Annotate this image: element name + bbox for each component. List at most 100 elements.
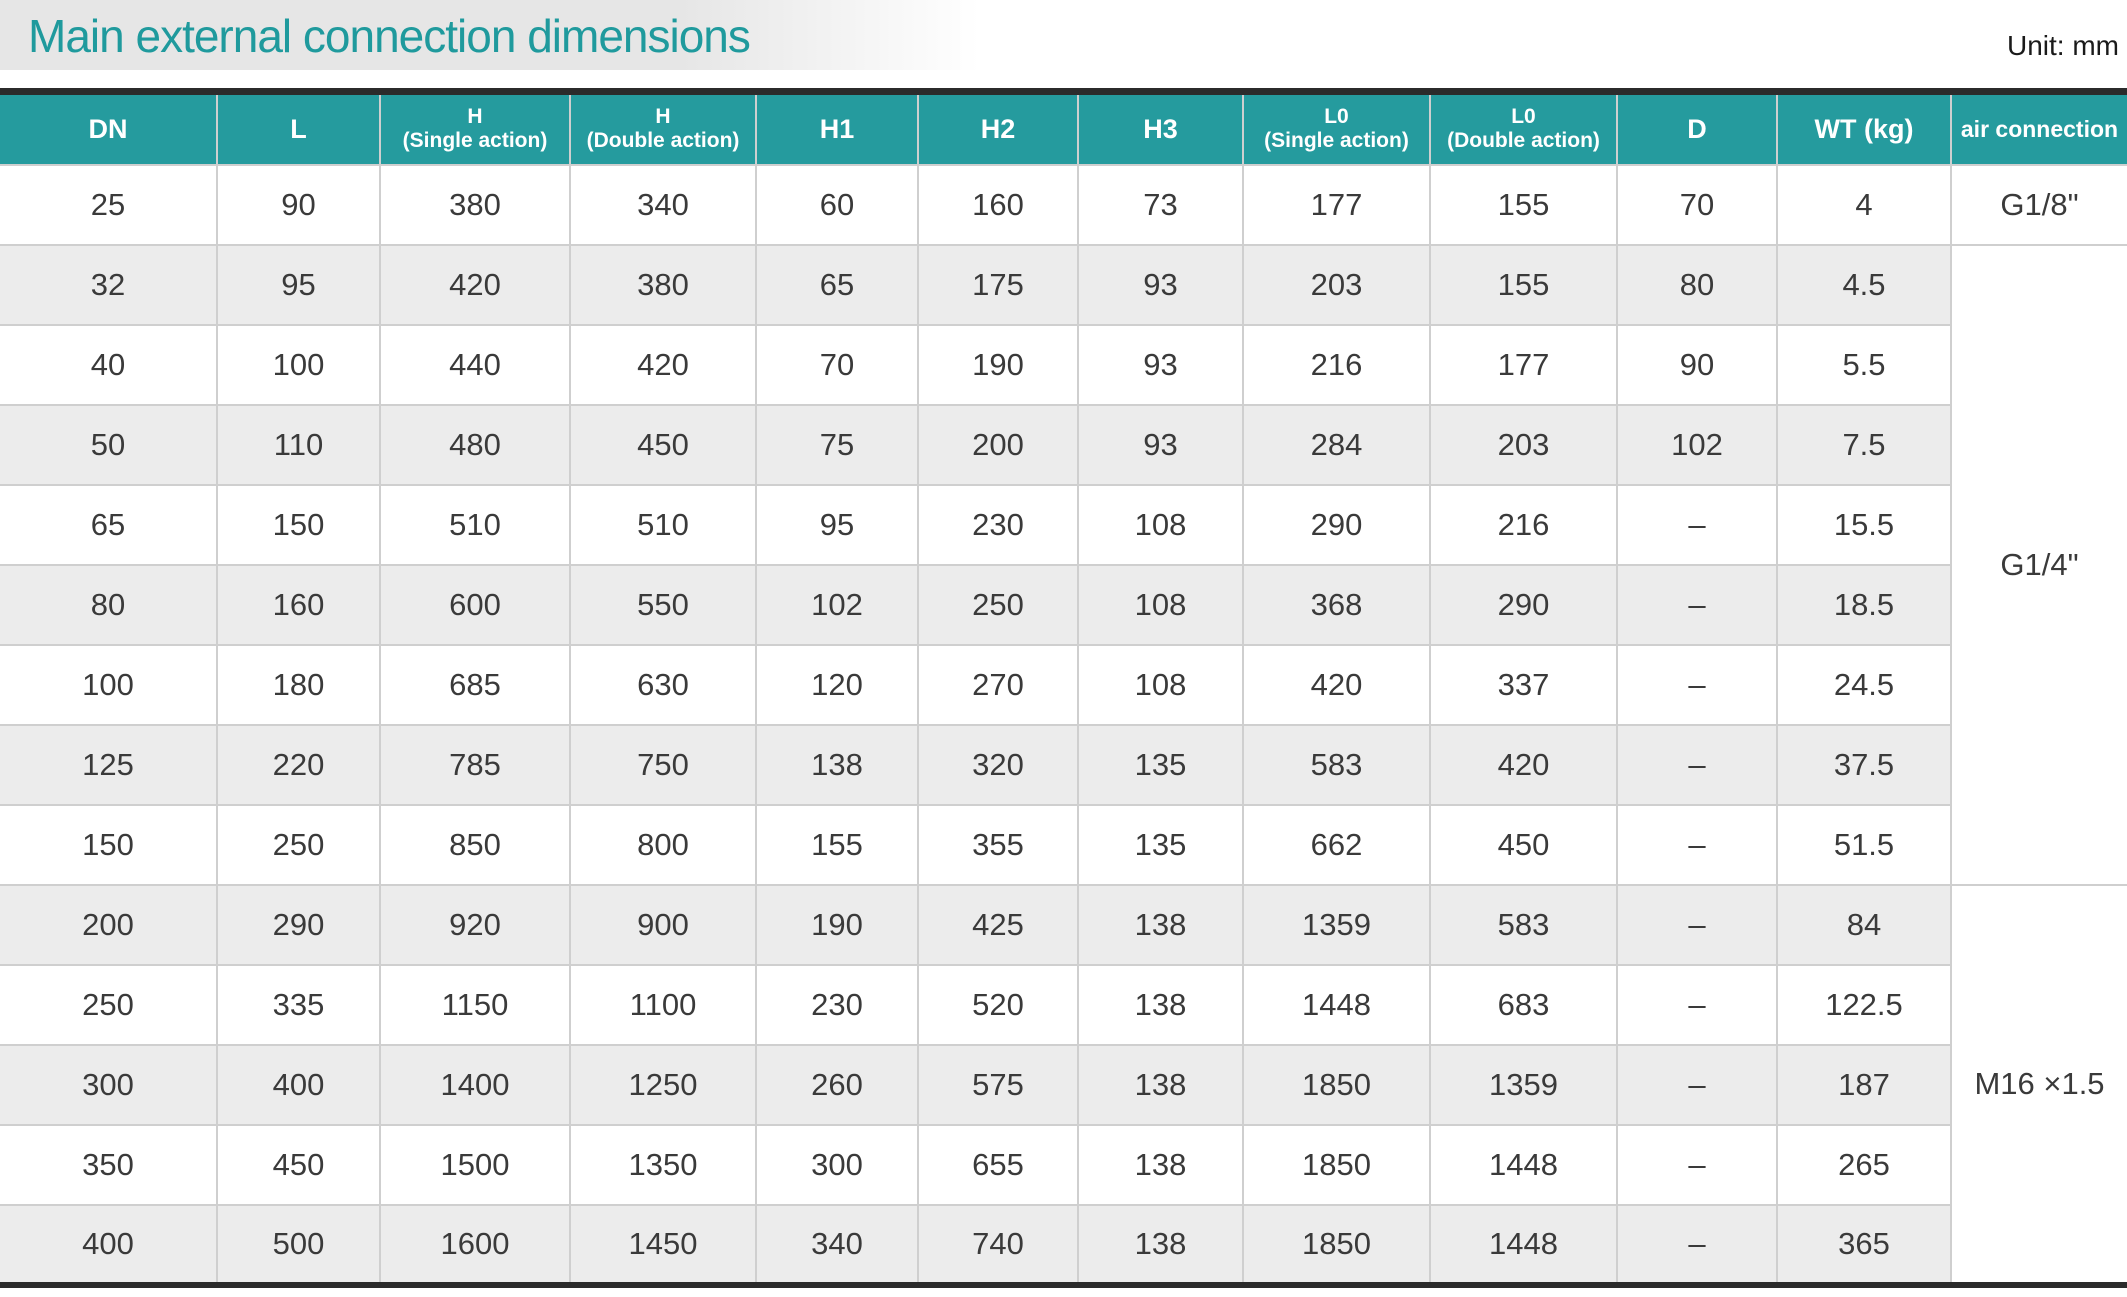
cell-l: 450 <box>216 1123 381 1206</box>
cell-h-double: 750 <box>569 723 757 806</box>
cell-l0-single: 290 <box>1242 483 1431 566</box>
cell-h3: 108 <box>1077 643 1244 726</box>
cell-h1: 260 <box>755 1043 919 1126</box>
cell-h2: 200 <box>917 403 1079 486</box>
cell-d: – <box>1616 563 1778 646</box>
cell-dn: 25 <box>0 163 218 246</box>
cell-h1: 60 <box>755 163 919 246</box>
cell-dn: 250 <box>0 963 218 1046</box>
cell-l: 100 <box>216 323 381 406</box>
cell-h-single: 420 <box>379 243 571 326</box>
cell-h-double: 1250 <box>569 1043 757 1126</box>
cell-h1: 70 <box>755 323 919 406</box>
column-header-l0-single: L0 (Single action) <box>1243 91 1431 166</box>
cell-d: – <box>1616 1203 1778 1286</box>
cell-h1: 65 <box>755 243 919 326</box>
cell-h-double: 900 <box>569 883 757 966</box>
cell-d: – <box>1616 643 1778 726</box>
cell-h1: 138 <box>755 723 919 806</box>
table-row: 25 90 380 340 60 160 73 177 155 70 4 G1/8" <box>0 163 2127 246</box>
cell-wt: 4.5 <box>1776 243 1952 326</box>
cell-dn: 125 <box>0 723 218 806</box>
cell-l0-single: 284 <box>1242 403 1431 486</box>
page-title: Main external connection dimensions <box>28 10 751 62</box>
cell-h2: 575 <box>917 1043 1079 1126</box>
cell-l0-double: 177 <box>1429 323 1618 406</box>
cell-wt: 24.5 <box>1776 643 1952 726</box>
cell-l0-single: 1850 <box>1242 1043 1431 1126</box>
table-row: 300 400 1400 1250 260 575 138 1850 1359–187 <box>0 1043 2127 1126</box>
cell-l0-double: 683 <box>1429 963 1618 1046</box>
cell-d: – <box>1616 723 1778 806</box>
column-label: H2 <box>980 113 1016 144</box>
cell-h3: 93 <box>1077 243 1244 326</box>
cell-h2: 320 <box>917 723 1079 806</box>
cell-l0-single: 216 <box>1242 323 1431 406</box>
cell-l0-single: 420 <box>1242 643 1431 726</box>
table-row: 250 335 1150 1100 230 520 138 1448 683–122.5 <box>0 963 2127 1046</box>
cell-l0-single: 1448 <box>1242 963 1431 1046</box>
cell-h-double: 380 <box>569 243 757 326</box>
column-label: L0 <box>1324 105 1349 129</box>
cell-wt: 37.5 <box>1776 723 1952 806</box>
cell-wt: 15.5 <box>1776 483 1952 566</box>
table-row: 200 290 920 900 190 425 138 1359 583–84 M16 ×1.5 <box>0 883 2127 1286</box>
column-label: air connection <box>1960 116 2119 143</box>
cell-h-double: 420 <box>569 323 757 406</box>
cell-h1: 95 <box>755 483 919 566</box>
column-label: H <box>655 105 671 129</box>
column-sub-label: (Double action) <box>1447 129 1600 153</box>
cell-h3: 138 <box>1077 883 1244 966</box>
table-row: 80 160 600 550 102 250 108 368 290–18.5 <box>0 563 2127 646</box>
cell-dn: 150 <box>0 803 218 886</box>
cell-dn: 80 <box>0 563 218 646</box>
cell-h-double: 450 <box>569 403 757 486</box>
cell-h1: 155 <box>755 803 919 886</box>
cell-h1: 230 <box>755 963 919 1046</box>
cell-l: 150 <box>216 483 381 566</box>
column-header-h3: H3 <box>1078 91 1244 166</box>
cell-h-double: 1450 <box>569 1203 757 1286</box>
table-row: 100 180 685 630 120 270 108 420 337–24.5 <box>0 643 2127 726</box>
cell-h2: 230 <box>917 483 1079 566</box>
cell-h3: 93 <box>1077 323 1244 406</box>
cell-l0-single: 1850 <box>1242 1203 1431 1286</box>
table-row: 150 250 850 800 155 355 135 662 450–51.5 <box>0 803 2127 886</box>
cell-l: 90 <box>216 163 381 246</box>
title-band <box>0 0 2127 70</box>
air-connection-cell: G1/8" <box>1950 163 2127 246</box>
cell-d: 70 <box>1616 163 1778 246</box>
cell-wt: 122.5 <box>1776 963 1952 1046</box>
cell-dn: 100 <box>0 643 218 726</box>
table-row: 400 500 1600 1450 340 740 138 1850 1448–365 <box>0 1203 2127 1286</box>
cell-wt: 4 <box>1776 163 1952 246</box>
cell-h3: 93 <box>1077 403 1244 486</box>
cell-d: – <box>1616 483 1778 566</box>
cell-h-single: 1600 <box>379 1203 571 1286</box>
cell-l0-double: 450 <box>1429 803 1618 886</box>
cell-l0-single: 1359 <box>1242 883 1431 966</box>
column-label: L <box>290 113 307 144</box>
cell-h1: 300 <box>755 1123 919 1206</box>
cell-h-single: 1400 <box>379 1043 571 1126</box>
cell-h1: 120 <box>755 643 919 726</box>
table-body: 25 90 380 340 60 160 73 177 155 70 4 G1/8" 32 95 420 38… <box>0 163 2127 1286</box>
cell-l0-double: 1448 <box>1429 1203 1618 1286</box>
cell-l0-single: 1850 <box>1242 1123 1431 1206</box>
cell-wt: 5.5 <box>1776 323 1952 406</box>
cell-h-single: 920 <box>379 883 571 966</box>
cell-dn: 50 <box>0 403 218 486</box>
cell-h2: 160 <box>917 163 1079 246</box>
cell-d: 102 <box>1616 403 1778 486</box>
cell-h2: 175 <box>917 243 1079 326</box>
cell-h-single: 685 <box>379 643 571 726</box>
cell-l: 180 <box>216 643 381 726</box>
column-sub-label: (Single action) <box>1264 129 1409 153</box>
table-header: DN L H (Single action) H (Double action) H1 H2 H… <box>0 91 2127 166</box>
cell-l0-single: 583 <box>1242 723 1431 806</box>
cell-dn: 200 <box>0 883 218 966</box>
cell-h3: 108 <box>1077 563 1244 646</box>
cell-h3: 73 <box>1077 163 1244 246</box>
cell-l0-double: 1359 <box>1429 1043 1618 1126</box>
cell-h-single: 1150 <box>379 963 571 1046</box>
